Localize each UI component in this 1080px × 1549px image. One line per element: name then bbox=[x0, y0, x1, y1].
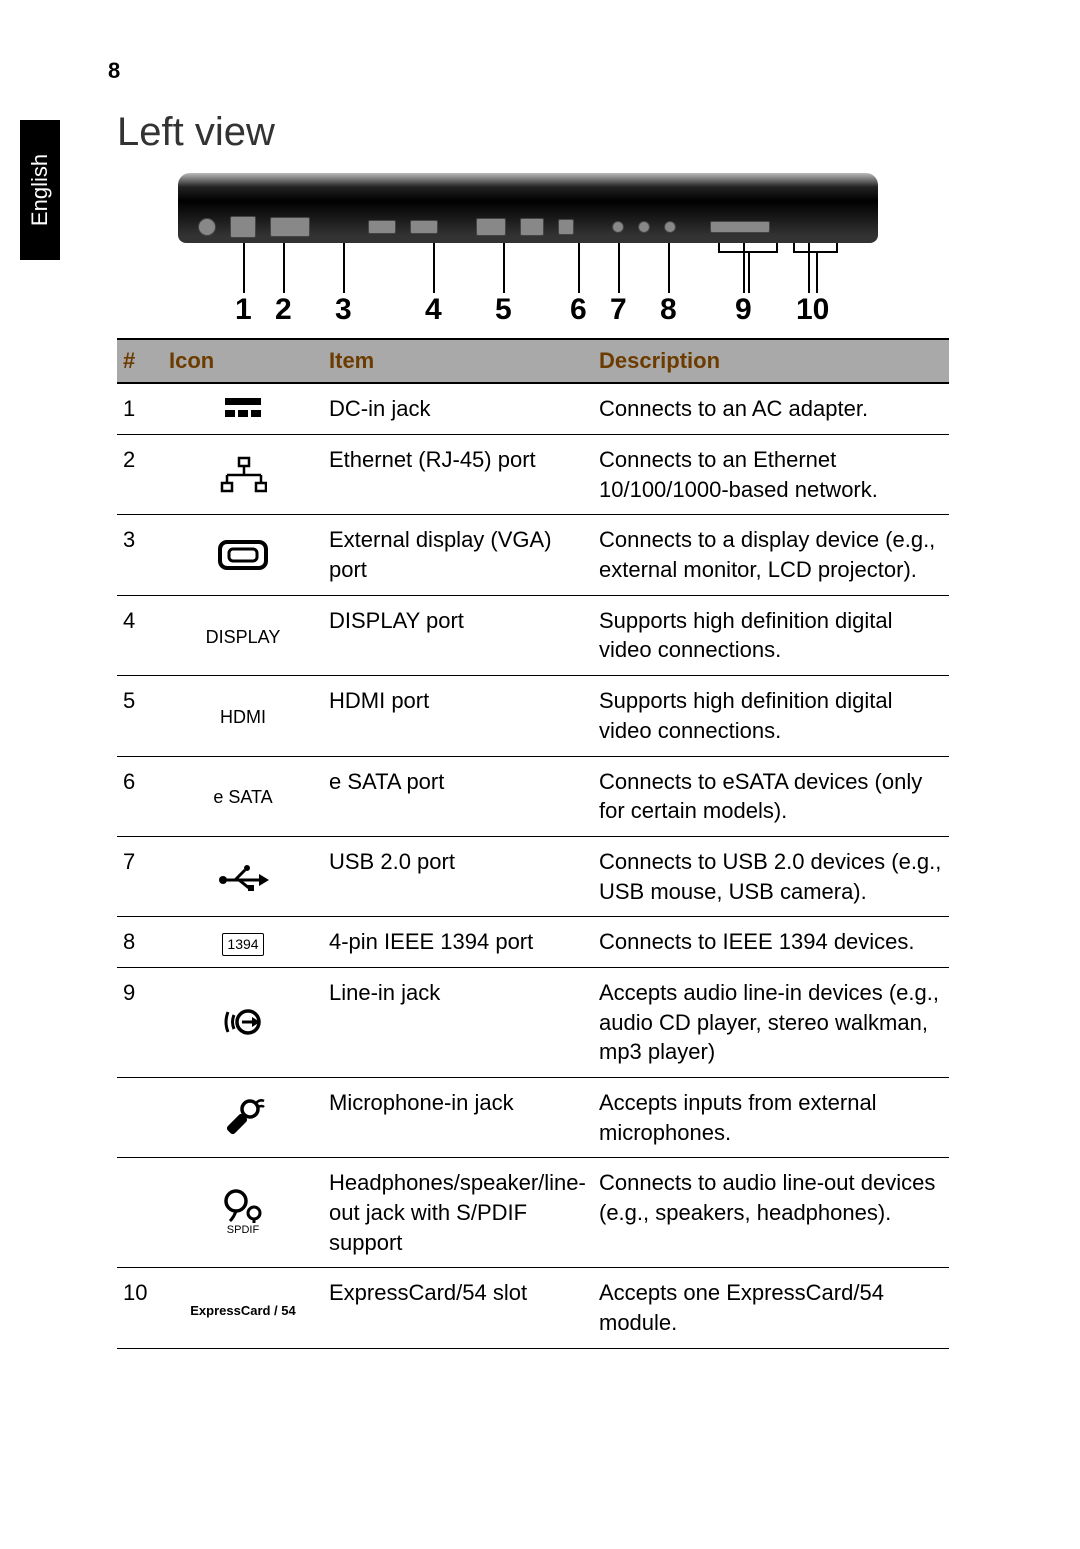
callout-numbers: 12 3 4 5 678 9 10 bbox=[168, 293, 888, 329]
row-desc: Supports high definition digital video c… bbox=[593, 676, 949, 756]
ieee1394-icon: 1394 bbox=[163, 917, 323, 968]
row-item: ExpressCard/54 slot bbox=[323, 1268, 593, 1348]
row-item: USB 2.0 port bbox=[323, 836, 593, 916]
row-num: 7 bbox=[117, 836, 163, 916]
hdmi-text-icon: HDMI bbox=[163, 676, 323, 756]
callout-8: 8 bbox=[660, 293, 677, 327]
usb-icon bbox=[163, 836, 323, 916]
row-desc: Accepts one ExpressCard/54 module. bbox=[593, 1268, 949, 1348]
ethernet-icon bbox=[163, 435, 323, 515]
esata-text-icon: e SATA bbox=[163, 756, 323, 836]
display-text-icon: DISPLAY bbox=[163, 595, 323, 675]
table-row: SPDIFHeadphones/speaker/line-out jack wi… bbox=[117, 1158, 949, 1268]
row-num: 3 bbox=[117, 515, 163, 595]
row-item: Line-in jack bbox=[323, 967, 593, 1077]
row-item: DISPLAY port bbox=[323, 595, 593, 675]
row-item: Ethernet (RJ-45) port bbox=[323, 435, 593, 515]
language-label: English bbox=[27, 154, 53, 226]
col-num: # bbox=[117, 339, 163, 383]
callout-7: 7 bbox=[610, 293, 627, 327]
row-num: 8 bbox=[117, 917, 163, 968]
laptop-ports-strip bbox=[198, 213, 858, 241]
row-num: 1 bbox=[117, 383, 163, 435]
ports-table-body: 1 DC-in jackConnects to an AC adapter. 2 Et… bbox=[117, 383, 949, 1348]
line-in-icon bbox=[163, 967, 323, 1077]
table-row: 813944-pin IEEE 1394 portConnects to IEE… bbox=[117, 917, 949, 968]
row-num: 6 bbox=[117, 756, 163, 836]
row-num bbox=[117, 1078, 163, 1158]
callout-1: 1 bbox=[235, 293, 252, 327]
col-item: Item bbox=[323, 339, 593, 383]
row-item: External display (VGA) port bbox=[323, 515, 593, 595]
callout-10: 10 bbox=[796, 293, 829, 327]
row-desc: Connects to eSATA devices (only for cert… bbox=[593, 756, 949, 836]
table-row: 5HDMIHDMI portSupports high definition d… bbox=[117, 676, 949, 756]
ports-table: # Icon Item Description 1DC-in jackConne… bbox=[117, 338, 949, 1349]
dc-in-icon bbox=[163, 383, 323, 435]
row-desc: Connects to an Ethernet 10/100/1000-base… bbox=[593, 435, 949, 515]
row-num: 4 bbox=[117, 595, 163, 675]
row-num: 5 bbox=[117, 676, 163, 756]
callout-2: 2 bbox=[275, 293, 292, 327]
table-row: 10ExpressCard / 54ExpressCard/54 slotAcc… bbox=[117, 1268, 949, 1348]
expresscard-text-icon: ExpressCard / 54 bbox=[163, 1268, 323, 1348]
row-desc: Accepts audio line-in devices (e.g., aud… bbox=[593, 967, 949, 1077]
col-desc: Description bbox=[593, 339, 949, 383]
table-row: 9 Line-in jackAccepts audio line-in devic… bbox=[117, 967, 949, 1077]
row-item: e SATA port bbox=[323, 756, 593, 836]
row-desc: Connects to an AC adapter. bbox=[593, 383, 949, 435]
page-title: Left view bbox=[117, 110, 275, 155]
row-item: Headphones/speaker/line-out jack with S/… bbox=[323, 1158, 593, 1268]
table-row: 4DISPLAYDISPLAY portSupports high defini… bbox=[117, 595, 949, 675]
page-number: 8 bbox=[108, 58, 120, 84]
left-view-diagram: 12 3 4 5 678 9 10 bbox=[168, 165, 888, 325]
row-item: DC-in jack bbox=[323, 383, 593, 435]
vga-icon bbox=[163, 515, 323, 595]
row-desc: Connects to USB 2.0 devices (e.g., USB m… bbox=[593, 836, 949, 916]
language-tab: English bbox=[20, 120, 60, 260]
row-desc: Connects to IEEE 1394 devices. bbox=[593, 917, 949, 968]
row-num: 9 bbox=[117, 967, 163, 1077]
row-desc: Accepts inputs from external microphones… bbox=[593, 1078, 949, 1158]
callout-4: 4 bbox=[425, 293, 442, 327]
row-num: 2 bbox=[117, 435, 163, 515]
row-desc: Connects to a display device (e.g., exte… bbox=[593, 515, 949, 595]
row-desc: Supports high definition digital video c… bbox=[593, 595, 949, 675]
row-item: Microphone-in jack bbox=[323, 1078, 593, 1158]
table-row: 3 External display (VGA) portConnects to … bbox=[117, 515, 949, 595]
row-item: HDMI port bbox=[323, 676, 593, 756]
laptop-side-illustration bbox=[178, 173, 878, 243]
col-icon: Icon bbox=[163, 339, 323, 383]
table-row: Microphone-in jackAccepts inputs from ex… bbox=[117, 1078, 949, 1158]
spdif-icon: SPDIF bbox=[163, 1158, 323, 1268]
callout-3: 3 bbox=[335, 293, 352, 327]
row-desc: Connects to audio line-out devices (e.g.… bbox=[593, 1158, 949, 1268]
row-num: 10 bbox=[117, 1268, 163, 1348]
mic-icon bbox=[163, 1078, 323, 1158]
callout-9: 9 bbox=[735, 293, 752, 327]
row-item: 4-pin IEEE 1394 port bbox=[323, 917, 593, 968]
table-row: 6e SATAe SATA portConnects to eSATA devi… bbox=[117, 756, 949, 836]
callout-6: 6 bbox=[570, 293, 587, 327]
table-row: 2 Ethernet (RJ-45) portConnects to an Eth… bbox=[117, 435, 949, 515]
table-row: 7 USB 2.0 portConnects to USB 2.0 devices… bbox=[117, 836, 949, 916]
table-row: 1 DC-in jackConnects to an AC adapter. bbox=[117, 383, 949, 435]
row-num bbox=[117, 1158, 163, 1268]
callout-5: 5 bbox=[495, 293, 512, 327]
